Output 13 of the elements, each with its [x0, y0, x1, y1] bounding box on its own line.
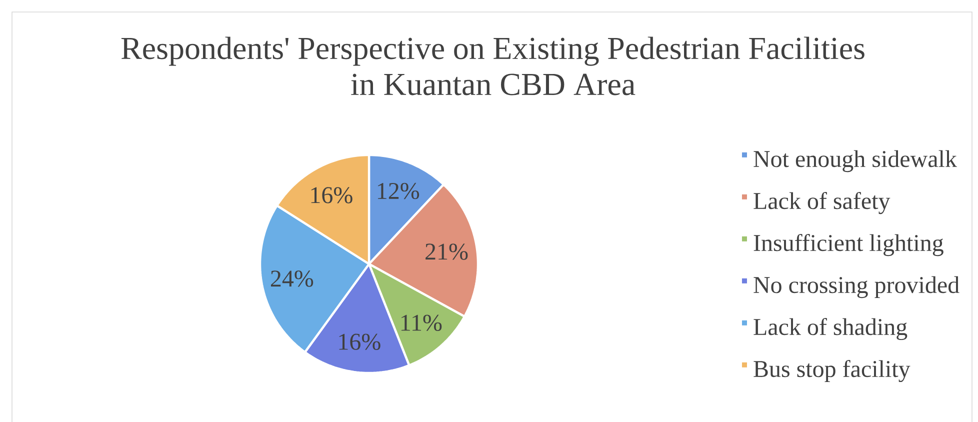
data-label: 16% [311, 187, 352, 204]
legend-label: No crossing provided [754, 276, 960, 298]
data-label: 12% [378, 182, 420, 200]
legend-label: Bus stop facility [754, 360, 910, 382]
data-label: 11% [401, 314, 442, 331]
legend-label: Insufficient lighting [754, 234, 944, 256]
legend-label: Lack of shading [754, 318, 908, 340]
data-label: 24% [270, 270, 314, 287]
data-label: 21% [426, 244, 468, 260]
data-label: 16% [339, 334, 380, 350]
legend-label: Not enough sidewalk [754, 150, 957, 172]
chart-title: Respondents' Perspective on Existing Pedestrian Facilities in Kuantan CBD Area [121, 36, 864, 96]
legend-label: Lack of safety [754, 192, 890, 214]
